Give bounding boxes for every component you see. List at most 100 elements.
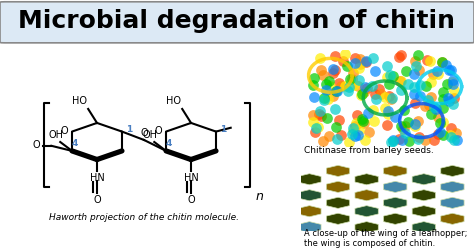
Point bbox=[449, 80, 456, 84]
Point bbox=[421, 104, 428, 108]
Point bbox=[449, 102, 456, 106]
Point bbox=[309, 113, 317, 117]
Point bbox=[401, 131, 409, 135]
Point bbox=[345, 89, 352, 93]
Point bbox=[339, 59, 347, 63]
Point bbox=[436, 130, 444, 134]
Point bbox=[397, 79, 405, 83]
Point bbox=[310, 95, 318, 99]
Point bbox=[329, 67, 337, 71]
Point bbox=[442, 63, 449, 67]
Point bbox=[383, 64, 391, 68]
Point bbox=[411, 122, 419, 126]
Point bbox=[325, 134, 333, 138]
Point bbox=[450, 96, 457, 100]
Point bbox=[427, 95, 435, 99]
Point bbox=[381, 95, 389, 99]
Point bbox=[384, 109, 392, 113]
Point bbox=[348, 132, 356, 136]
Point bbox=[362, 59, 370, 62]
Point bbox=[359, 119, 367, 123]
Point bbox=[373, 97, 380, 101]
Point bbox=[439, 106, 447, 110]
Point bbox=[371, 119, 378, 123]
Point bbox=[415, 68, 422, 72]
Text: OH: OH bbox=[142, 130, 157, 140]
Point bbox=[310, 76, 318, 80]
Point bbox=[451, 138, 458, 142]
Point bbox=[371, 92, 379, 96]
Point bbox=[439, 97, 447, 101]
Point bbox=[335, 81, 343, 85]
Text: O: O bbox=[140, 128, 148, 138]
Point bbox=[317, 114, 325, 118]
FancyBboxPatch shape bbox=[0, 2, 474, 43]
Point bbox=[316, 57, 324, 61]
Point bbox=[356, 66, 363, 70]
Point bbox=[444, 96, 451, 100]
Text: Chitinase from barley seeds.: Chitinase from barley seeds. bbox=[304, 146, 434, 155]
Point bbox=[341, 84, 348, 88]
Point bbox=[405, 139, 413, 143]
Point bbox=[314, 125, 321, 129]
Point bbox=[412, 64, 420, 68]
Point bbox=[445, 99, 453, 103]
Point bbox=[428, 80, 435, 84]
Point bbox=[385, 94, 392, 98]
Point bbox=[402, 69, 410, 73]
Point bbox=[371, 69, 378, 73]
Text: HO: HO bbox=[72, 96, 87, 106]
Point bbox=[396, 79, 404, 83]
Text: 1: 1 bbox=[220, 125, 227, 134]
Point bbox=[332, 89, 339, 93]
Point bbox=[438, 61, 445, 64]
Point bbox=[443, 82, 451, 86]
Point bbox=[434, 72, 441, 76]
Point bbox=[446, 133, 454, 137]
Point bbox=[333, 89, 341, 93]
Point bbox=[355, 133, 362, 137]
Point bbox=[356, 57, 364, 61]
Point bbox=[414, 137, 422, 141]
Point bbox=[323, 88, 330, 92]
Point bbox=[329, 71, 337, 75]
Point bbox=[434, 115, 442, 119]
Point bbox=[397, 124, 404, 127]
Point bbox=[349, 126, 357, 130]
Point bbox=[440, 133, 447, 137]
Point bbox=[411, 101, 419, 105]
Text: A close-up of the wing of a leafhopper;
the wing is composed of chitin.: A close-up of the wing of a leafhopper; … bbox=[304, 229, 468, 248]
Point bbox=[361, 121, 368, 124]
Point bbox=[331, 54, 339, 58]
Point bbox=[322, 82, 329, 86]
Point bbox=[323, 116, 331, 120]
Point bbox=[316, 109, 324, 113]
Point bbox=[309, 83, 317, 87]
Point bbox=[415, 135, 423, 139]
Text: O: O bbox=[61, 126, 68, 136]
Point bbox=[410, 71, 418, 75]
Point bbox=[424, 98, 432, 102]
Text: 4: 4 bbox=[165, 139, 172, 148]
Point bbox=[354, 84, 361, 88]
Point bbox=[344, 64, 351, 68]
Point bbox=[392, 115, 399, 119]
Point bbox=[389, 96, 396, 100]
Point bbox=[423, 58, 430, 62]
Point bbox=[337, 84, 345, 88]
Point bbox=[430, 138, 438, 142]
Point bbox=[430, 105, 438, 109]
Point bbox=[422, 84, 429, 88]
Point bbox=[331, 107, 339, 111]
Point bbox=[449, 82, 457, 86]
Point bbox=[331, 68, 339, 72]
Point bbox=[329, 94, 337, 98]
Point bbox=[332, 125, 339, 129]
Point bbox=[414, 53, 422, 57]
Text: Haworth projection of the chitin molecule.: Haworth projection of the chitin molecul… bbox=[49, 213, 239, 222]
Point bbox=[450, 88, 457, 92]
Text: O: O bbox=[33, 140, 40, 150]
Point bbox=[311, 130, 319, 134]
Point bbox=[386, 73, 393, 77]
Text: n: n bbox=[255, 189, 264, 203]
